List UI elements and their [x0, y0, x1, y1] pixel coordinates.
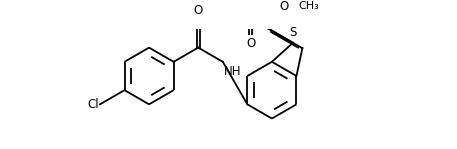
- Text: O: O: [246, 37, 255, 50]
- Text: NH: NH: [223, 65, 241, 79]
- Text: CH₃: CH₃: [298, 1, 319, 11]
- Text: O: O: [280, 0, 289, 13]
- Text: Cl: Cl: [87, 98, 99, 111]
- Text: O: O: [194, 4, 203, 17]
- Text: S: S: [289, 26, 297, 39]
